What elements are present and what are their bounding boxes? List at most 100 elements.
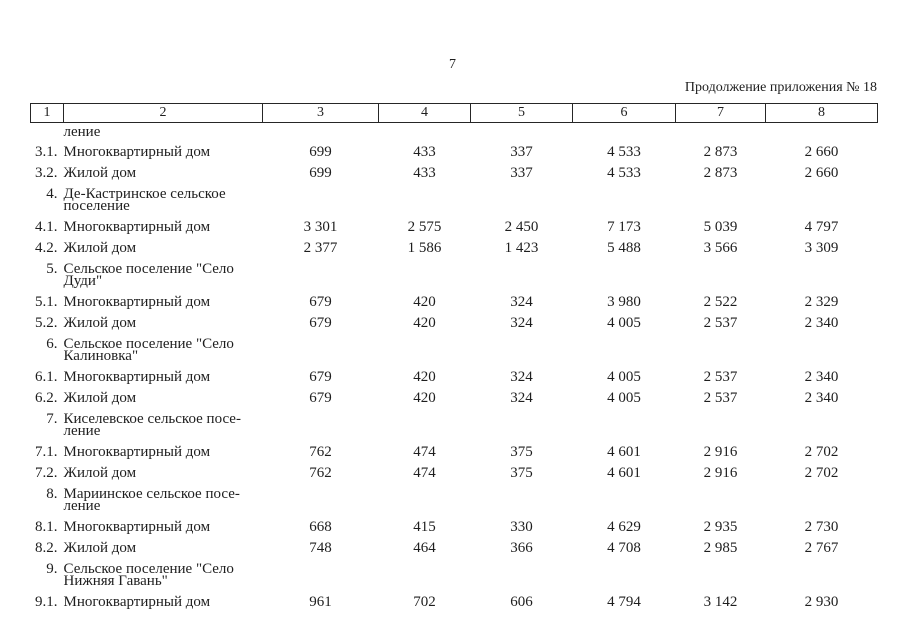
cell-value: 433 <box>413 164 436 181</box>
column-header: 5 <box>470 103 573 123</box>
row-number: 7. <box>46 410 58 427</box>
cell-value: 4 005 <box>607 368 641 385</box>
row-name: Сельское поселение "Село Дуди" <box>63 260 234 289</box>
cell-value <box>766 258 878 291</box>
cell-value: 2 522 <box>703 293 738 310</box>
cell-value: 2 329 <box>804 293 839 310</box>
cell-value <box>676 408 766 441</box>
cell-value: 4 708 <box>607 539 641 556</box>
table-row: 3.2. Жилой дом 699 433 337 4 533 2 873 2 660 <box>31 162 878 183</box>
row-name: Сельское поселение "Село Нижняя Гавань" <box>63 560 234 589</box>
column-header: 2 <box>63 103 263 123</box>
cell-value: 2 985 <box>703 539 738 556</box>
cell-value: 2 916 <box>703 443 738 460</box>
cell-value <box>676 123 766 142</box>
table-row: 7.2. Жилой дом 762 474 375 4 601 2 916 2 702 <box>31 462 878 483</box>
row-name: Мариинское сельское посе- ление <box>63 485 240 514</box>
cell-value <box>573 333 676 366</box>
column-header: 6 <box>572 103 676 123</box>
cell-value: 2 916 <box>703 464 738 481</box>
cell-value: 4 601 <box>607 443 641 460</box>
table-row: 6. Сельское поселение "Село Калиновка" <box>31 333 878 366</box>
row-number: 4. <box>46 185 58 202</box>
table-row: 7. Киселевское сельское посе- ление <box>31 408 878 441</box>
cell-value: 2 450 <box>504 218 539 235</box>
cell-value: 4 533 <box>607 143 641 160</box>
cell-value: 474 <box>413 464 436 481</box>
cell-value <box>573 183 676 216</box>
cell-value <box>573 558 676 591</box>
cell-value: 324 <box>510 389 533 406</box>
row-number: 3.2. <box>35 164 58 181</box>
cell-value: 2 873 <box>703 164 738 181</box>
cell-value: 2 930 <box>804 593 839 610</box>
row-name: Многоквартирный дом <box>63 518 211 535</box>
cell-value: 375 <box>510 443 533 460</box>
cell-value <box>676 333 766 366</box>
cell-value: 2 340 <box>804 389 839 406</box>
cell-value: 2 340 <box>804 368 839 385</box>
cell-value: 762 <box>309 443 332 460</box>
cell-value: 679 <box>309 389 332 406</box>
row-number: 9.1. <box>35 593 58 610</box>
cell-value <box>766 183 878 216</box>
cell-value: 4 533 <box>607 164 641 181</box>
cell-value: 679 <box>309 293 332 310</box>
cell-value: 2 537 <box>703 368 738 385</box>
cell-value: 5 039 <box>703 218 738 235</box>
cell-value <box>263 183 379 216</box>
table-row: 9. Сельское поселение "Село Нижняя Гавань… <box>31 558 878 591</box>
column-header: 8 <box>765 103 878 123</box>
cell-value: 433 <box>413 143 436 160</box>
column-header: 3 <box>262 103 379 123</box>
cell-value <box>766 333 878 366</box>
row-name: Жилой дом <box>63 164 137 181</box>
table-row: 5.2. Жилой дом 679 420 324 4 005 2 537 2 340 <box>31 312 878 333</box>
cell-value <box>379 333 471 366</box>
cell-value <box>263 123 379 142</box>
row-name: Многоквартирный дом <box>63 293 211 310</box>
cell-value: 5 488 <box>607 239 641 256</box>
row-number: 7.2. <box>35 464 58 481</box>
cell-value <box>766 123 878 142</box>
cell-value <box>573 258 676 291</box>
row-name: ление <box>63 124 101 140</box>
cell-value <box>471 258 573 291</box>
cell-value <box>573 408 676 441</box>
cell-value: 337 <box>510 164 533 181</box>
cell-value: 3 980 <box>607 293 641 310</box>
table-row: 9.1. Многоквартирный дом 961 702 606 4 794 3 1… <box>31 591 878 612</box>
cell-value: 3 566 <box>703 239 738 256</box>
table-row: 4.2. Жилой дом 2 377 1 586 1 423 5 488 3 566 3 … <box>31 237 878 258</box>
cell-value <box>263 408 379 441</box>
row-name: Жилой дом <box>63 389 137 406</box>
row-name: Многоквартирный дом <box>63 218 211 235</box>
row-name: Сельское поселение "Село Калиновка" <box>63 335 234 364</box>
cell-value: 2 873 <box>703 143 738 160</box>
cell-value <box>766 483 878 516</box>
cell-value: 748 <box>309 539 332 556</box>
cell-value <box>263 333 379 366</box>
row-number: 8. <box>46 485 58 502</box>
cell-value: 4 797 <box>804 218 839 235</box>
cell-value: 699 <box>309 164 332 181</box>
cell-value: 2 767 <box>804 539 839 556</box>
cell-value: 420 <box>413 293 436 310</box>
table-row: 3.1. Многоквартирный дом 699 433 337 4 533 2 8… <box>31 141 878 162</box>
cell-value <box>766 408 878 441</box>
cell-value: 679 <box>309 368 332 385</box>
row-number: 5.2. <box>35 314 58 331</box>
cell-value: 3 309 <box>804 239 839 256</box>
row-name: Многоквартирный дом <box>63 443 211 460</box>
row-name: Жилой дом <box>63 464 137 481</box>
row-name: Жилой дом <box>63 539 137 556</box>
row-number: 9. <box>46 560 58 577</box>
cell-value: 324 <box>510 314 533 331</box>
cell-value: 4 601 <box>607 464 641 481</box>
cell-value <box>471 333 573 366</box>
cell-value: 420 <box>413 368 436 385</box>
cell-value <box>379 408 471 441</box>
cell-value <box>379 123 471 142</box>
